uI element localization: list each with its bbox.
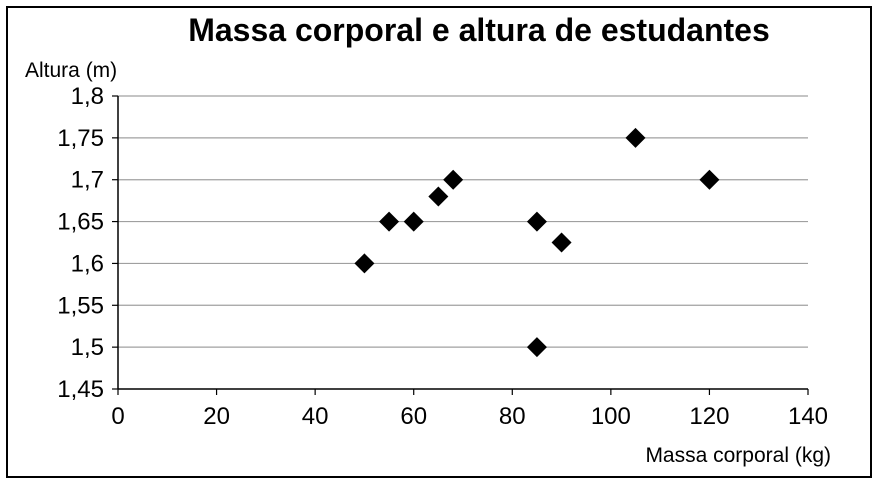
x-tick-label: 100 <box>591 403 631 430</box>
x-tick-label: 40 <box>302 403 329 430</box>
y-tick-label: 1,45 <box>57 376 104 403</box>
y-tick-labels: 1,45 1,5 1,55 1,6 1,65 1,7 1,75 1,8 <box>57 83 104 403</box>
chart-frame <box>6 6 872 478</box>
data-point <box>526 211 547 232</box>
x-tick-label: 120 <box>689 403 729 430</box>
x-tick-label: 0 <box>111 403 124 430</box>
axes <box>112 95 809 395</box>
y-tick-label: 1,8 <box>71 83 104 110</box>
data-point <box>379 211 400 232</box>
y-tick-label: 1,55 <box>57 292 104 319</box>
data-point <box>625 127 646 148</box>
chart-title: Massa corporal e altura de estudantes <box>188 12 770 48</box>
y-axis-label: Altura (m) <box>25 59 117 82</box>
data-points <box>354 127 720 358</box>
y-tick-label: 1,75 <box>57 125 104 152</box>
y-tick-label: 1,65 <box>57 209 104 236</box>
grid-lines <box>118 95 808 348</box>
data-point <box>551 232 572 253</box>
y-tick-label: 1,7 <box>71 167 104 194</box>
x-tick-label: 140 <box>788 403 828 430</box>
data-point <box>403 211 424 232</box>
x-tick-labels: 0 20 40 60 80 100 120 140 <box>111 403 828 430</box>
data-point <box>428 186 449 207</box>
x-tick-label: 80 <box>499 403 526 430</box>
x-axis-label: Massa corporal (kg) <box>645 444 831 467</box>
y-tick-label: 1,5 <box>71 334 104 361</box>
x-tick-label: 60 <box>400 403 427 430</box>
data-point <box>699 169 720 190</box>
x-tick-label: 20 <box>203 403 230 430</box>
data-point <box>443 169 464 190</box>
data-point <box>526 337 547 358</box>
data-point <box>354 253 375 274</box>
y-tick-label: 1,6 <box>71 250 104 277</box>
